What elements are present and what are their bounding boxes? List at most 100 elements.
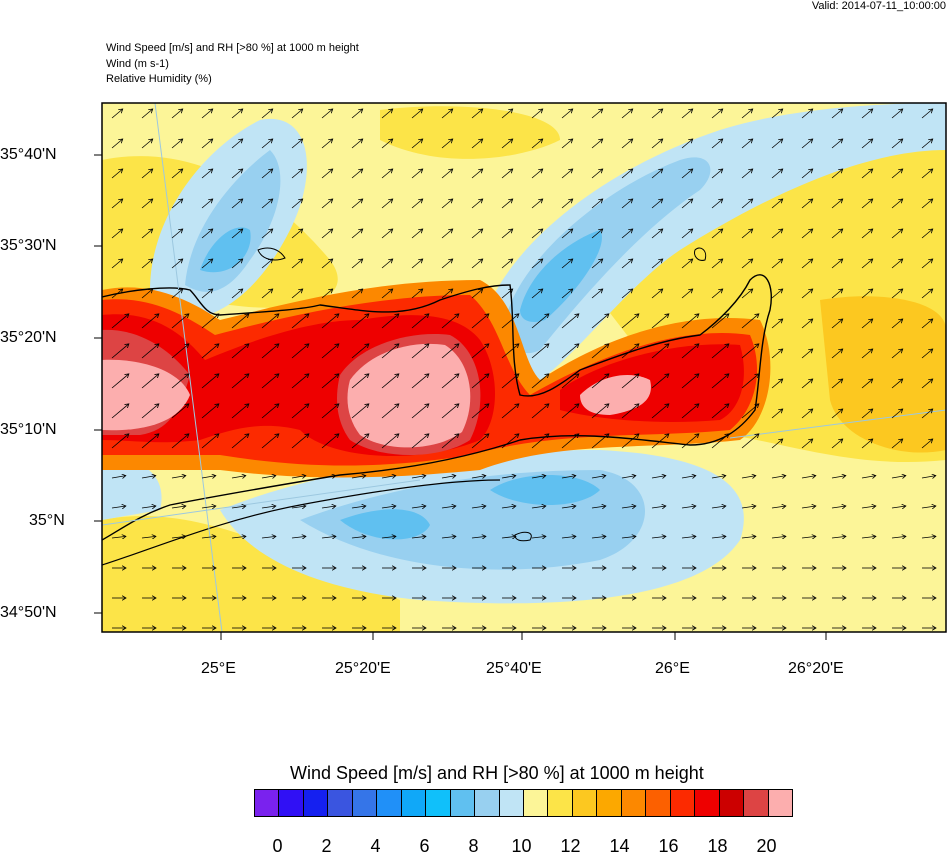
wind-arrow	[201, 434, 219, 449]
wind-arrow	[921, 139, 933, 149]
wind-arrow	[501, 506, 516, 508]
wind-arrow	[861, 139, 873, 149]
wind-arrow	[561, 139, 573, 149]
wind-arrow	[861, 349, 873, 359]
wind-arrow	[381, 139, 393, 149]
wind-arrow	[771, 199, 783, 209]
wind-arrow	[231, 374, 249, 389]
colorbar-swatch	[401, 790, 427, 816]
wind-arrow	[651, 169, 663, 179]
wind-arrow	[621, 289, 633, 299]
wind-arrow	[561, 259, 573, 269]
wind-arrow	[291, 199, 303, 209]
wind-arrow	[171, 344, 189, 359]
wind-arrow	[141, 506, 156, 508]
wind-arrow	[681, 506, 696, 508]
wind-arrow	[741, 506, 756, 508]
colorbar-swatch	[572, 790, 598, 816]
wind-arrow	[861, 536, 876, 538]
wind-arrow	[771, 379, 783, 389]
wind-arrow	[741, 199, 753, 209]
wind-arrow	[801, 229, 813, 239]
colorbar-swatch	[768, 790, 792, 816]
wind-arrow	[261, 139, 273, 149]
wind-arrow	[201, 109, 213, 119]
wind-arrow	[561, 434, 579, 449]
wind-arrow	[651, 139, 663, 149]
wind-arrow	[861, 409, 873, 419]
wind-arrow	[861, 476, 876, 478]
wind-arrow	[891, 109, 903, 119]
wind-arrow	[141, 476, 156, 478]
wind-arrow	[351, 169, 363, 179]
wind-arrow	[321, 536, 336, 538]
wind-arrow	[711, 434, 729, 449]
wind-arrow	[831, 289, 843, 299]
wind-arrow	[171, 139, 183, 149]
wind-arrow	[441, 506, 456, 508]
wind-arrow	[711, 506, 726, 508]
wind-arrow	[771, 139, 783, 149]
wind-arrow	[861, 169, 873, 179]
lat-tick-label: 35°10'N	[0, 421, 57, 438]
wind-arrow	[891, 139, 903, 149]
wind-arrow	[741, 374, 759, 389]
wind-arrow	[561, 404, 579, 419]
wind-arrow	[201, 476, 216, 478]
wind-arrow	[801, 109, 813, 119]
wind-arrow	[171, 536, 186, 538]
wind-arrow	[681, 109, 693, 119]
wind-arrow	[561, 199, 573, 209]
wind-arrow	[831, 349, 843, 359]
wind-arrow	[261, 374, 279, 389]
wind-arrow	[741, 404, 759, 419]
wind-arrow	[591, 374, 609, 389]
wind-arrow	[351, 476, 366, 478]
wind-arrow	[801, 536, 816, 538]
wind-arrow	[381, 476, 396, 478]
wind-arrow	[441, 199, 453, 209]
wind-arrow	[801, 139, 813, 149]
wind-arrow	[651, 476, 666, 478]
colorbar-swatch	[450, 790, 476, 816]
wind-arrow	[621, 109, 633, 119]
wind-arrow	[921, 319, 933, 329]
wind-arrow	[711, 404, 729, 419]
wind-arrow	[471, 139, 483, 149]
wind-arrow	[321, 374, 339, 389]
wind-arrow	[501, 374, 519, 389]
wind-arrow	[111, 314, 129, 329]
colorbar-label: 2	[321, 836, 332, 854]
wind-arrow	[411, 199, 423, 209]
wind-arrow	[801, 476, 816, 478]
wind-arrow	[501, 314, 519, 329]
wind-arrow	[381, 506, 396, 508]
wind-arrow	[381, 169, 393, 179]
wind-arrow	[141, 289, 153, 299]
wind-arrow	[921, 199, 933, 209]
wind-arrow	[711, 259, 723, 269]
wind-arrow	[711, 289, 723, 299]
wind-arrow	[141, 169, 153, 179]
wind-arrow	[261, 109, 273, 119]
wind-arrow	[531, 344, 549, 359]
wind-arrow	[441, 289, 453, 299]
wind-arrow	[921, 349, 933, 359]
wind-arrow	[681, 344, 699, 359]
wind-arrow	[501, 289, 513, 299]
wind-arrow	[531, 259, 543, 269]
wind-arrow	[651, 229, 663, 239]
lat-tick-label: 35°N	[29, 512, 65, 529]
wind-arrow	[921, 409, 933, 419]
wind-arrow	[441, 434, 459, 449]
colorbar-swatch	[523, 790, 549, 816]
colorbar-swatch	[303, 790, 329, 816]
wind-arrow	[111, 344, 129, 359]
wind-arrow	[381, 199, 393, 209]
wind-arrow	[501, 404, 519, 419]
wind-arrow	[471, 374, 489, 389]
wind-arrow	[471, 506, 486, 508]
wind-arrow	[321, 199, 333, 209]
wind-arrow	[201, 229, 213, 239]
colorbar-swatch	[328, 790, 353, 816]
